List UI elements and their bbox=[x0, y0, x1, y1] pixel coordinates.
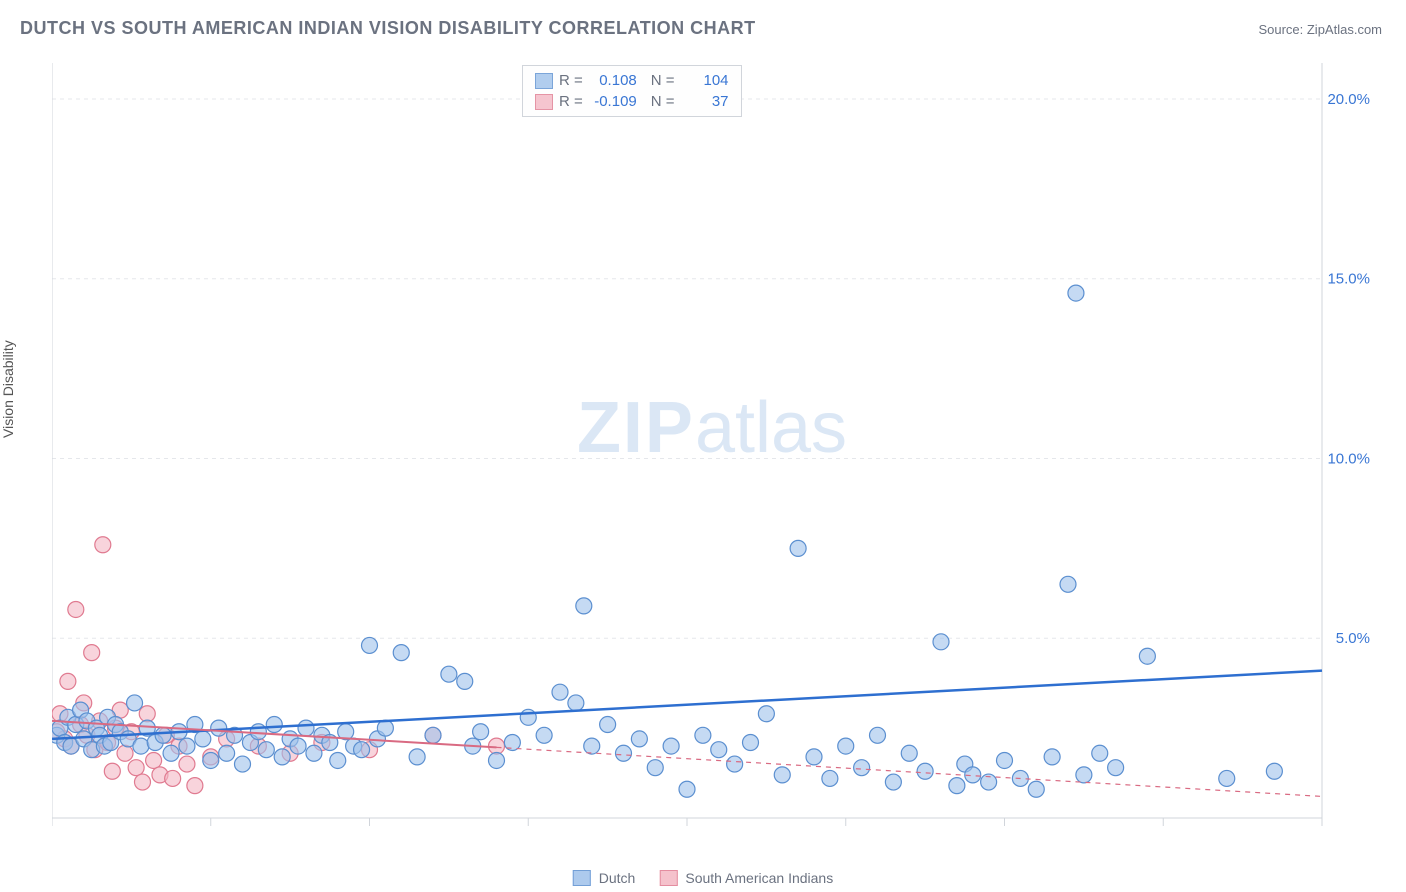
correlation-legend: R =0.108N =104 R =-0.109N =37 bbox=[522, 65, 742, 117]
legend-row: R =0.108N =104 bbox=[535, 70, 729, 91]
chart-container: ZIPatlas 5.0%10.0%15.0%20.0%0.0%80.0% R … bbox=[52, 58, 1372, 828]
scatter-plot: 5.0%10.0%15.0%20.0%0.0%80.0% bbox=[52, 58, 1372, 828]
chart-title: DUTCH VS SOUTH AMERICAN INDIAN VISION DI… bbox=[20, 18, 756, 39]
legend-row: R =-0.109N =37 bbox=[535, 91, 729, 112]
legend-swatch bbox=[573, 870, 591, 886]
series-legend-label: South American Indians bbox=[685, 870, 833, 886]
svg-text:5.0%: 5.0% bbox=[1336, 630, 1370, 647]
series-legend-item: South American Indians bbox=[659, 870, 833, 886]
legend-text: R =-0.109N =37 bbox=[559, 93, 729, 110]
svg-text:15.0%: 15.0% bbox=[1327, 271, 1370, 288]
series-legend-item: Dutch bbox=[573, 870, 636, 886]
y-axis-label: Vision Disability bbox=[0, 340, 16, 438]
svg-text:20.0%: 20.0% bbox=[1327, 91, 1370, 108]
series-legend: Dutch South American Indians bbox=[573, 870, 833, 886]
legend-swatch bbox=[535, 73, 553, 89]
legend-text: R =0.108N =104 bbox=[559, 72, 729, 89]
svg-text:10.0%: 10.0% bbox=[1327, 450, 1370, 467]
source-attribution: Source: ZipAtlas.com bbox=[1258, 22, 1382, 37]
legend-swatch bbox=[659, 870, 677, 886]
series-legend-label: Dutch bbox=[599, 870, 636, 886]
legend-swatch bbox=[535, 94, 553, 110]
